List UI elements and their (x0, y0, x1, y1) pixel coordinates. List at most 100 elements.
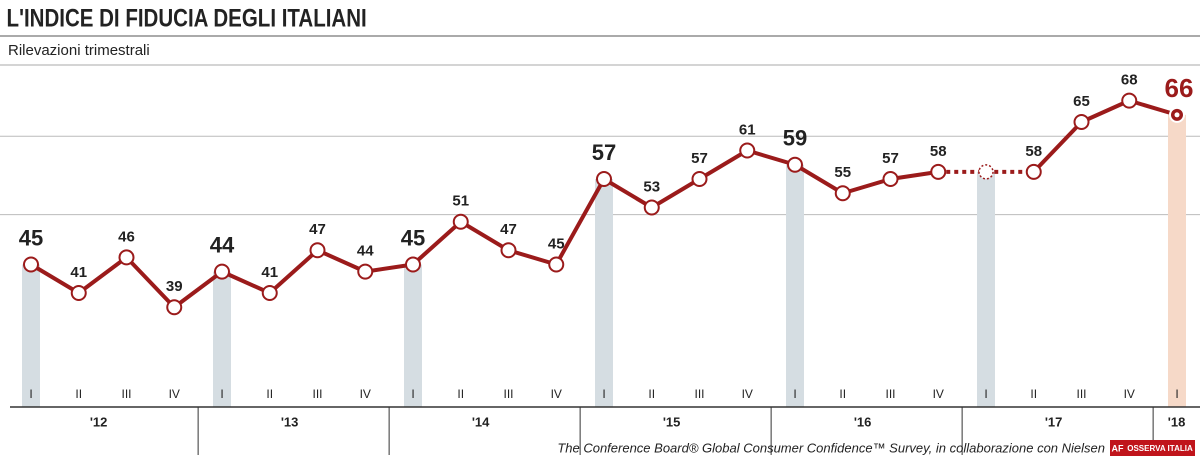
value-label: 41 (261, 264, 278, 281)
logo-bar (1125, 440, 1195, 456)
point (118, 249, 135, 266)
x-group-label: '12 (90, 414, 108, 429)
gap-marker (978, 164, 994, 180)
point (787, 156, 803, 173)
x-group-label: '13 (281, 414, 299, 429)
value-label: 53 (643, 178, 660, 195)
value-label: 68 (1121, 72, 1138, 89)
x-tick-label: IV (1124, 387, 1135, 401)
x-tick-label: III (312, 387, 322, 401)
chart-subtitle: Rilevazioni trimestrali (8, 42, 150, 59)
x-group-label: '14 (472, 414, 490, 429)
source-note: The Conference Board® Global Consumer Co… (557, 440, 1105, 455)
value-label: 46 (118, 228, 135, 245)
value-label: 66 (1165, 73, 1194, 103)
value-label: 44 (210, 232, 235, 257)
value-label: 45 (401, 225, 425, 250)
point (834, 185, 851, 202)
value-label: 58 (930, 143, 947, 160)
value-label: 41 (70, 264, 87, 281)
x-tick-label: I (602, 387, 605, 401)
value-label: 45 (548, 235, 565, 252)
value-label: 55 (834, 164, 851, 181)
point (500, 242, 517, 259)
value-label: 58 (1025, 143, 1042, 160)
point (309, 242, 326, 259)
quarter-band (22, 264, 40, 407)
x-tick-label: IV (933, 387, 944, 401)
x-tick-label: III (121, 387, 131, 401)
point (739, 142, 756, 159)
point (548, 256, 565, 273)
value-label: 51 (452, 193, 469, 210)
point (70, 285, 87, 301)
plot: 45 41 46 39 44 41 47 44 45 51 47 45 57 53 57 61 59 55 57 58… (19, 72, 1194, 316)
value-label: 65 (1073, 93, 1090, 110)
point (452, 213, 469, 230)
point (166, 299, 183, 316)
point (214, 263, 230, 280)
point-center (1174, 112, 1180, 118)
quarter-band (595, 179, 613, 407)
bands (22, 114, 1186, 407)
x-tick-label: IV (360, 387, 371, 401)
point (882, 171, 899, 187)
x-tick-label: I (1175, 387, 1178, 401)
point (357, 263, 374, 280)
value-label: 59 (783, 126, 807, 151)
quarter-band (1168, 114, 1186, 407)
x-tick-label: I (29, 387, 32, 401)
value-label: 39 (166, 278, 183, 295)
x-tick-label: II (839, 387, 846, 401)
chart-title: L'INDICE DI FIDUCIA DEGLI ITALIANI (7, 4, 367, 32)
x-tick-label: III (885, 387, 895, 401)
value-label: 57 (592, 140, 616, 165)
x-tick-label: II (457, 387, 464, 401)
x-tick-label: III (503, 387, 513, 401)
x-tick-label: III (1076, 387, 1086, 401)
point (1121, 92, 1138, 109)
quarter-band (404, 264, 422, 407)
point (596, 171, 612, 187)
point (405, 256, 421, 273)
value-label: 57 (691, 150, 708, 167)
logo-text: OSSERVA ITALIA (1127, 444, 1193, 453)
x-tick-label: IV (742, 387, 753, 401)
series-line (29, 98, 1178, 310)
x-group-label: '17 (1045, 414, 1063, 429)
quarter-band (213, 271, 231, 407)
value-label: 47 (309, 221, 326, 238)
x-tick-label: II (266, 387, 273, 401)
x-tick-label: I (220, 387, 223, 401)
x-group-label: '16 (854, 414, 872, 429)
x-tick-label: IV (169, 387, 180, 401)
x-tick-label: II (75, 387, 82, 401)
value-label: 61 (739, 121, 756, 138)
logo-box (1110, 440, 1125, 456)
x-tick-label: III (694, 387, 704, 401)
x-tick-label: II (648, 387, 655, 401)
point (23, 256, 39, 273)
x-group-label: '15 (663, 414, 681, 429)
value-label: 47 (500, 221, 517, 238)
logo-mark: AF (1112, 443, 1124, 453)
x-tick-label: I (984, 387, 987, 401)
quarter-band (977, 171, 995, 407)
point (691, 171, 708, 187)
value-label: 45 (19, 225, 43, 250)
x-axis-labels: I II III IV'12I II III IV'13I II III IV'14I II III I… (29, 387, 1185, 455)
quarter-band (786, 164, 804, 407)
x-tick-label: IV (551, 387, 562, 401)
x-tick-label: I (793, 387, 796, 401)
point (930, 163, 947, 180)
x-tick-label: II (1030, 387, 1037, 401)
point (1025, 163, 1042, 180)
value-label: 44 (357, 243, 374, 260)
value-label: 57 (882, 150, 899, 167)
point (261, 285, 278, 301)
x-tick-label: I (411, 387, 414, 401)
point (1073, 114, 1090, 130)
point (643, 199, 660, 216)
x-group-label: '18 (1168, 414, 1186, 429)
